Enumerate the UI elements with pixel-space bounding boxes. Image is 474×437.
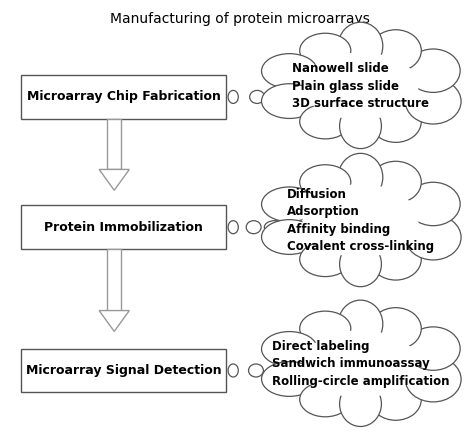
Ellipse shape	[262, 84, 317, 118]
Ellipse shape	[406, 182, 460, 225]
Ellipse shape	[405, 357, 461, 402]
Ellipse shape	[296, 180, 425, 261]
Ellipse shape	[300, 242, 351, 277]
Ellipse shape	[250, 90, 264, 104]
Text: Microarray Signal Detection: Microarray Signal Detection	[26, 364, 221, 377]
Ellipse shape	[262, 332, 317, 366]
Text: Protein Immobilization: Protein Immobilization	[44, 221, 203, 234]
Ellipse shape	[338, 22, 383, 70]
Ellipse shape	[405, 79, 461, 124]
Ellipse shape	[370, 30, 421, 71]
Bar	[107, 118, 121, 170]
Ellipse shape	[339, 242, 382, 287]
Ellipse shape	[370, 308, 421, 349]
Bar	[107, 249, 121, 311]
Ellipse shape	[296, 326, 425, 402]
Ellipse shape	[370, 238, 421, 280]
Bar	[21, 75, 226, 118]
Ellipse shape	[269, 364, 290, 377]
Ellipse shape	[302, 330, 419, 398]
Polygon shape	[99, 311, 129, 331]
Ellipse shape	[338, 153, 383, 201]
Ellipse shape	[262, 220, 317, 254]
Ellipse shape	[339, 104, 382, 149]
Text: Nanowell slide
Plain glass slide
3D surface structure: Nanowell slide Plain glass slide 3D surf…	[292, 62, 429, 110]
Ellipse shape	[271, 90, 292, 104]
Ellipse shape	[248, 364, 264, 377]
Text: Diffusion
Adsorption
Affinity binding
Covalent cross-linking: Diffusion Adsorption Affinity binding Co…	[287, 188, 434, 253]
Ellipse shape	[228, 221, 238, 234]
Bar	[21, 349, 226, 392]
Ellipse shape	[228, 364, 238, 377]
Ellipse shape	[406, 327, 460, 370]
Ellipse shape	[302, 52, 419, 120]
Ellipse shape	[370, 101, 421, 142]
Ellipse shape	[339, 382, 382, 427]
Ellipse shape	[338, 300, 383, 348]
Ellipse shape	[246, 221, 261, 234]
Polygon shape	[99, 170, 129, 190]
Bar	[21, 205, 226, 249]
Ellipse shape	[300, 165, 351, 200]
Text: Manufacturing of protein microarrays: Manufacturing of protein microarrays	[110, 12, 370, 26]
Ellipse shape	[302, 184, 419, 257]
Ellipse shape	[300, 104, 351, 139]
Ellipse shape	[296, 49, 425, 124]
Ellipse shape	[262, 362, 317, 396]
Ellipse shape	[406, 49, 460, 92]
Ellipse shape	[300, 311, 351, 346]
Ellipse shape	[264, 221, 285, 234]
Ellipse shape	[370, 378, 421, 420]
Ellipse shape	[262, 187, 317, 222]
Ellipse shape	[405, 215, 461, 260]
Ellipse shape	[300, 382, 351, 417]
Text: Microarray Chip Fabrication: Microarray Chip Fabrication	[27, 90, 220, 104]
Ellipse shape	[370, 161, 421, 203]
Ellipse shape	[228, 90, 238, 104]
Text: Direct labeling
Sandwich immunoassay
Rolling-circle amplification: Direct labeling Sandwich immunoassay Rol…	[272, 340, 449, 388]
Ellipse shape	[262, 54, 317, 88]
Ellipse shape	[300, 33, 351, 68]
